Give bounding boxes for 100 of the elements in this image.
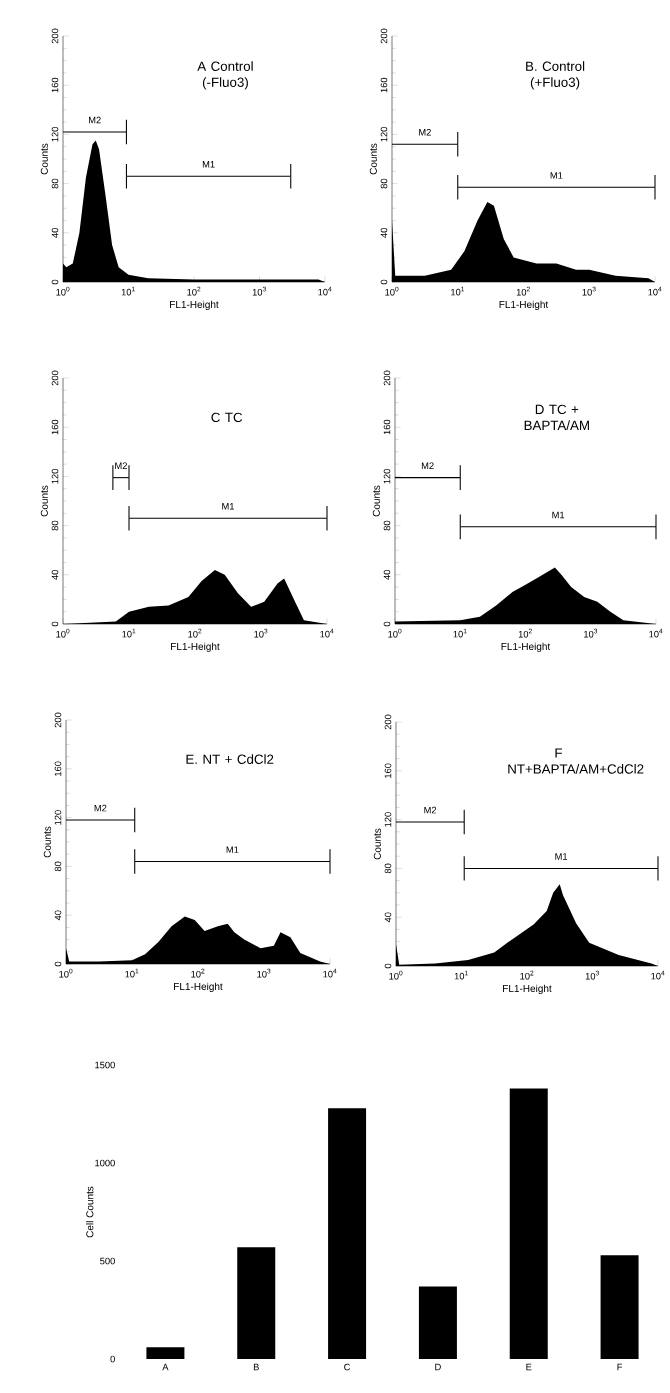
x-tick-label: 10$^{4}$ xyxy=(323,968,337,978)
y-tick-label: 1000 xyxy=(95,1159,116,1167)
y-tick-label: 120 xyxy=(51,126,59,142)
y-axis-title: Counts xyxy=(369,143,377,175)
x-tick-label: 10$^{1}$ xyxy=(121,286,135,296)
series-label: M2 xyxy=(419,129,431,136)
x-tick-label: 10$^{3}$ xyxy=(584,628,598,638)
y-tick-label: 80 xyxy=(51,520,59,531)
x-tick-label: 10$^{1}$ xyxy=(451,286,465,296)
y-tick-label: 0 xyxy=(383,621,391,627)
text: C TC xyxy=(211,412,243,423)
x-axis-title: FL1-Height xyxy=(174,982,223,992)
y-tick-label: 40 xyxy=(51,569,59,580)
y-tick-label: 120 xyxy=(380,126,388,142)
x-tick-label: 10$^{3}$ xyxy=(254,628,268,638)
y-tick-label: 80 xyxy=(384,863,392,874)
series-label: M2 xyxy=(89,116,101,124)
series-label: M2 xyxy=(424,806,437,814)
x-axis-title: FL1-Height xyxy=(499,300,549,310)
bar xyxy=(419,1286,458,1360)
y-tick-label: 40 xyxy=(51,227,59,238)
bar xyxy=(237,1247,276,1360)
x-tick-label: 10$^{0}$ xyxy=(56,628,70,638)
x-tick-label: 10$^{2}$ xyxy=(188,628,202,638)
y-axis-title: Cell Counts xyxy=(86,1186,94,1238)
y-tick-label: 80 xyxy=(51,178,59,189)
bar xyxy=(600,1255,639,1360)
x-tick-label: 10$^{3}$ xyxy=(257,968,271,978)
x-tick-label: 10$^{4}$ xyxy=(318,286,332,296)
x-tick-label: 10$^{2}$ xyxy=(520,970,534,980)
series-label: M1 xyxy=(226,846,239,853)
series-label: M1 xyxy=(552,511,565,519)
y-tick-label: 80 xyxy=(380,178,388,189)
x-tick-label: 10$^{4}$ xyxy=(648,286,662,296)
text: E. NT + CdCl2 xyxy=(186,754,274,764)
y-tick-label: 160 xyxy=(383,419,391,435)
y-tick-label: 0 xyxy=(54,961,62,967)
y-tick-label: 160 xyxy=(54,761,62,776)
x-tick-label: 10$^{2}$ xyxy=(187,286,201,296)
y-tick-label: 1500 xyxy=(95,1061,116,1069)
x-axis-title: FL1-Height xyxy=(170,300,219,310)
y-tick-label: 0 xyxy=(380,279,388,285)
x-tick-label: 10$^{1}$ xyxy=(454,970,468,980)
text: D TC + BAPTA/AM xyxy=(524,404,590,431)
y-tick-label: 40 xyxy=(380,227,388,238)
x-tick-label: 10$^{2}$ xyxy=(516,286,530,296)
x-tick-label: 10$^{1}$ xyxy=(453,628,467,638)
y-tick-label: 200 xyxy=(54,712,62,728)
y-tick-label: 120 xyxy=(54,810,62,825)
bar xyxy=(509,1088,548,1360)
y-tick-label: 80 xyxy=(54,861,62,872)
y-axis-title: Counts xyxy=(373,828,381,860)
x-tick-label: 10$^{3}$ xyxy=(585,970,599,980)
y-tick-label: 160 xyxy=(380,77,388,93)
y-tick-label: 160 xyxy=(51,77,59,93)
text: F NT+BAPTA/AM+CdCl2 xyxy=(508,748,644,774)
y-tick-label: 0 xyxy=(51,621,59,627)
x-tick-label: 10$^{4}$ xyxy=(651,970,665,980)
y-axis-title: Counts xyxy=(40,143,48,175)
y-axis-title: Counts xyxy=(372,485,380,517)
y-tick-label: 40 xyxy=(384,912,392,923)
x-axis-title: FL1-Height xyxy=(501,642,551,652)
x-tick-label: C xyxy=(344,1363,351,1371)
x-tick-label: F xyxy=(617,1363,623,1371)
x-axis-title: FL1-Height xyxy=(503,984,552,994)
series-label: M2 xyxy=(422,462,434,469)
y-tick-label: 160 xyxy=(51,419,59,435)
series-label: M1 xyxy=(202,161,215,168)
y-tick-label: 200 xyxy=(380,28,388,44)
x-tick-label: D xyxy=(435,1363,441,1371)
series-label: M1 xyxy=(222,503,235,510)
x-tick-label: 10$^{4}$ xyxy=(320,628,334,638)
bar xyxy=(328,1108,367,1360)
y-tick-label: 200 xyxy=(51,370,59,386)
y-tick-label: 160 xyxy=(384,763,392,778)
x-tick-label: 10$^{4}$ xyxy=(649,628,663,638)
x-axis-title: FL1-Height xyxy=(171,642,220,652)
x-tick-label: 10$^{2}$ xyxy=(191,968,205,978)
y-tick-label: 80 xyxy=(383,520,391,531)
x-tick-label: 10$^{0}$ xyxy=(385,286,399,296)
x-tick-label: 10$^{0}$ xyxy=(389,970,403,980)
y-tick-label: 200 xyxy=(383,370,391,386)
text: B. Control (+Fluo3) xyxy=(526,61,585,90)
y-tick-label: 500 xyxy=(100,1257,116,1265)
series-label: M1 xyxy=(555,853,568,860)
y-tick-label: 40 xyxy=(383,569,391,580)
text: A Control (-Fluo3) xyxy=(197,61,253,90)
x-tick-label: 10$^{1}$ xyxy=(125,968,139,978)
bar xyxy=(146,1347,185,1360)
x-tick-label: 10$^{0}$ xyxy=(56,286,70,296)
y-tick-label: 120 xyxy=(51,468,59,484)
x-tick-label: 10$^{3}$ xyxy=(582,286,596,296)
x-tick-label: 10$^{0}$ xyxy=(388,628,402,638)
x-tick-label: B xyxy=(254,1363,259,1371)
x-tick-label: 10$^{0}$ xyxy=(59,968,73,978)
series-label: M2 xyxy=(115,462,128,469)
y-tick-label: 40 xyxy=(54,910,62,921)
x-tick-label: E xyxy=(526,1363,532,1371)
x-tick-label: 10$^{2}$ xyxy=(518,628,532,638)
x-tick-label: A xyxy=(162,1363,169,1371)
